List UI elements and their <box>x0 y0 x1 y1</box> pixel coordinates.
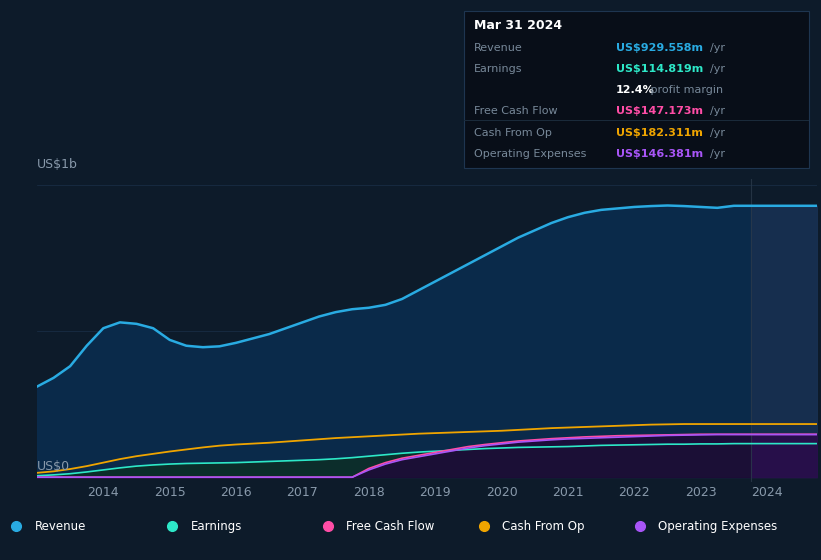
Text: /yr: /yr <box>710 149 725 159</box>
Text: US$146.381m: US$146.381m <box>616 149 703 159</box>
Text: Revenue: Revenue <box>474 43 522 53</box>
Text: Mar 31 2024: Mar 31 2024 <box>474 18 562 32</box>
Text: 12.4%: 12.4% <box>616 85 654 95</box>
Text: Free Cash Flow: Free Cash Flow <box>346 520 435 533</box>
Text: US$929.558m: US$929.558m <box>616 43 703 53</box>
Text: /yr: /yr <box>710 64 725 74</box>
Text: US$182.311m: US$182.311m <box>616 128 703 138</box>
Text: US$0: US$0 <box>37 460 70 473</box>
Text: Operating Expenses: Operating Expenses <box>474 149 586 159</box>
Text: Earnings: Earnings <box>474 64 522 74</box>
Text: US$147.173m: US$147.173m <box>616 106 703 116</box>
Text: Revenue: Revenue <box>34 520 86 533</box>
Text: Earnings: Earnings <box>190 520 242 533</box>
Text: Cash From Op: Cash From Op <box>474 128 552 138</box>
Text: /yr: /yr <box>710 128 725 138</box>
Text: /yr: /yr <box>710 43 725 53</box>
Text: profit margin: profit margin <box>647 85 723 95</box>
Text: US$114.819m: US$114.819m <box>616 64 703 74</box>
Text: /yr: /yr <box>710 106 725 116</box>
Text: Cash From Op: Cash From Op <box>502 520 585 533</box>
Text: Operating Expenses: Operating Expenses <box>658 520 777 533</box>
Text: US$1b: US$1b <box>37 158 78 171</box>
Text: Free Cash Flow: Free Cash Flow <box>474 106 557 116</box>
